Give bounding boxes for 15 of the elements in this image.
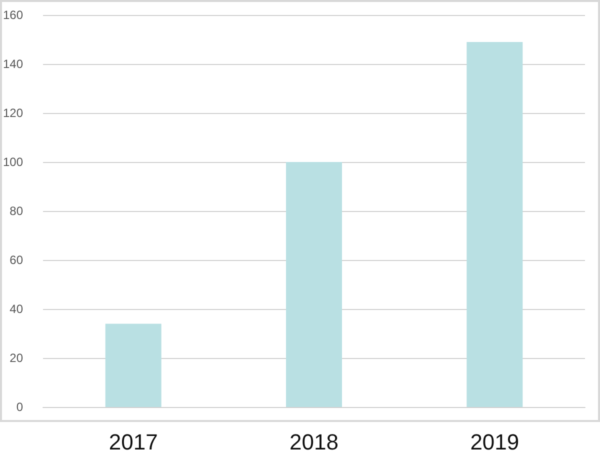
x-tick-label: 2019 (470, 430, 520, 454)
y-tick-label: 140 (2, 57, 24, 71)
y-tick-label: 0 (16, 400, 24, 414)
y-tick-label: 160 (2, 8, 24, 22)
x-tick-label: 2017 (108, 430, 158, 454)
y-tick-label: 80 (10, 204, 24, 218)
y-tick-label: 120 (2, 106, 24, 120)
bar (286, 162, 342, 407)
bar (466, 42, 523, 407)
y-tick-label: 20 (10, 351, 24, 365)
bar (105, 324, 162, 407)
y-tick-label: 60 (10, 253, 24, 267)
y-tick-label: 100 (2, 155, 24, 169)
x-tick-label: 2018 (290, 430, 338, 454)
y-tick-label: 40 (10, 302, 24, 316)
